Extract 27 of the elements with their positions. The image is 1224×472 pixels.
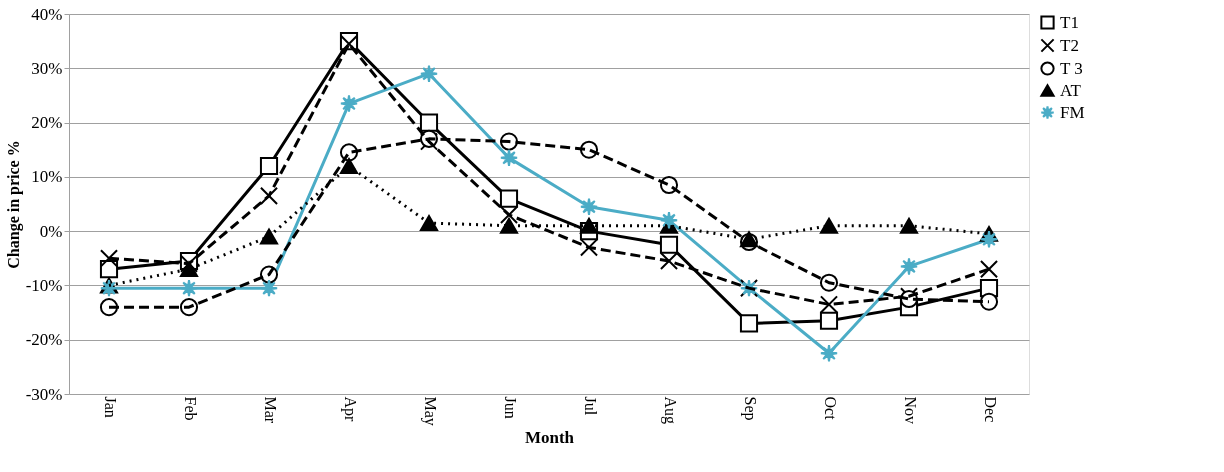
legend-label: FM xyxy=(1060,102,1085,122)
x-tick-label: Jun xyxy=(501,396,519,419)
x-tick-label: Sep xyxy=(740,396,759,421)
y-axis-title: Change in price % xyxy=(4,140,23,269)
y-tick-label: 0% xyxy=(39,221,63,241)
x-tick-label: Oct xyxy=(821,396,839,421)
y-tick-label: -20% xyxy=(25,330,63,350)
x-tick-label: Nov xyxy=(901,396,919,425)
x-axis-title: Month xyxy=(524,427,575,447)
y-tick-label: 30% xyxy=(31,58,63,78)
y-tick-label: 10% xyxy=(31,167,63,187)
x-tick-label: Aug xyxy=(660,396,679,425)
legend-label: T2 xyxy=(1060,35,1079,55)
x-tick-label: Jan xyxy=(101,396,119,418)
x-tick-label: Dec xyxy=(981,396,999,423)
legend-label: AT xyxy=(1060,80,1082,100)
y-tick-label: -10% xyxy=(25,275,63,295)
legend-label: T 3 xyxy=(1060,58,1083,78)
x-tick-label: Jul xyxy=(581,396,599,416)
y-tick-label: 40% xyxy=(31,4,63,24)
x-tick-label: Feb xyxy=(181,396,199,421)
x-tick-label: Apr xyxy=(340,396,359,423)
y-tick-label: -30% xyxy=(25,384,63,404)
y-tick-label: 20% xyxy=(31,113,63,133)
x-tick-label: May xyxy=(420,396,439,426)
legend-label: T1 xyxy=(1060,12,1079,32)
x-tick-label: Mar xyxy=(261,396,279,424)
